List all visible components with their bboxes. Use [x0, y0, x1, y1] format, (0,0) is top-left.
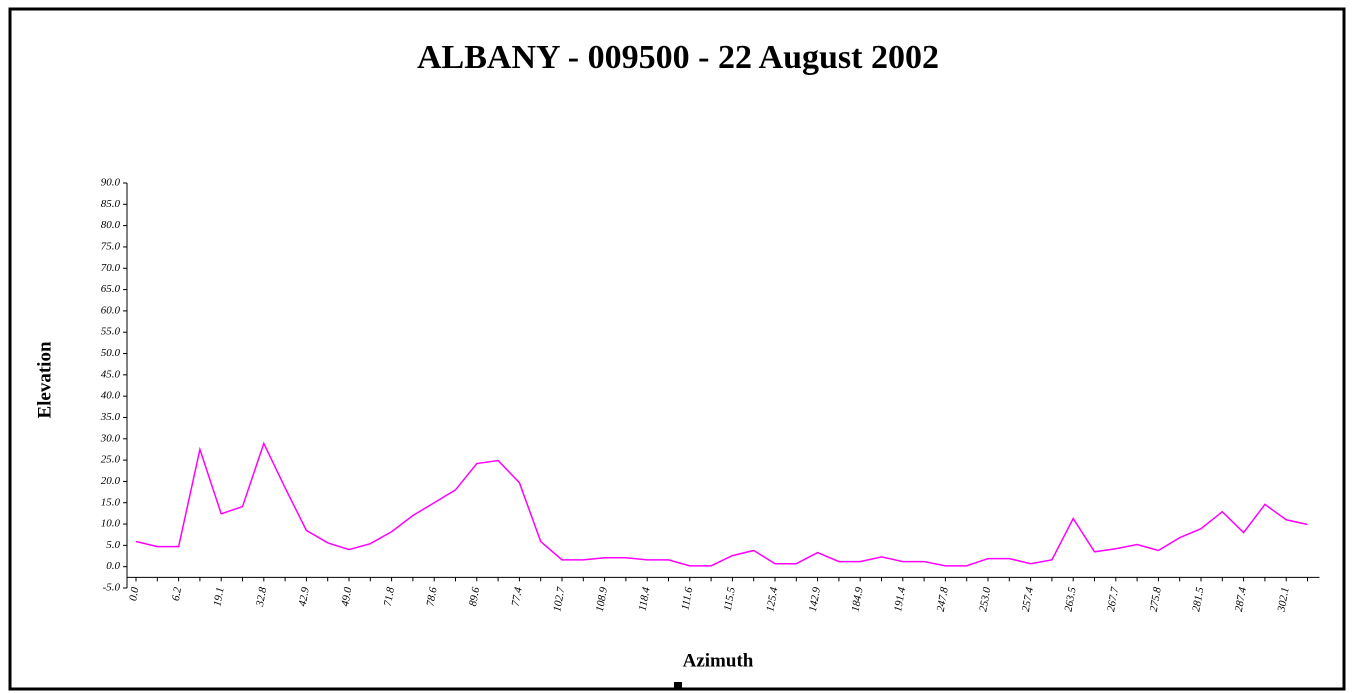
x-tick-label: 125.4 [764, 586, 780, 613]
y-tick-label: 75.0 [101, 240, 121, 252]
x-tick-label: 263.5 [1063, 586, 1079, 613]
y-tick-label: 70.0 [101, 262, 121, 274]
x-tick-label: 19.1 [211, 586, 226, 607]
y-tick-label: 40.0 [101, 390, 121, 402]
y-tick-label: 65.0 [101, 283, 121, 295]
x-tick-label: 115.5 [722, 586, 738, 612]
y-tick-label: -5.0 [103, 582, 121, 594]
y-tick-label: 80.0 [101, 219, 121, 231]
x-tick-label: 281.5 [1190, 586, 1206, 613]
x-tick-label: 191.4 [892, 586, 908, 613]
x-tick-label: 247.8 [935, 586, 951, 613]
y-tick-label: 5.0 [106, 539, 120, 551]
y-tick-label: 30.0 [100, 432, 121, 444]
x-tick-label: 275.8 [1148, 586, 1164, 613]
x-tick-label: 0.0 [127, 586, 141, 602]
x-tick-label: 118.4 [637, 586, 653, 612]
x-tick-label: 49.0 [339, 586, 354, 608]
x-tick-label: 184.9 [850, 586, 866, 613]
data-line [135, 441, 1308, 567]
x-tick-label: 6.2 [170, 586, 184, 602]
y-tick-label: 20.0 [101, 475, 121, 487]
x-tick-label: 142.9 [807, 586, 823, 613]
x-tick-label: 78.6 [424, 586, 439, 608]
chart-frame [8, 7, 1346, 691]
y-tick-label: 60.0 [101, 304, 121, 316]
y-tick-label: 25.0 [101, 454, 121, 466]
y-tick-label: 35.0 [100, 411, 121, 423]
x-tick-label: 102.7 [551, 586, 567, 613]
y-tick-label: 55.0 [101, 326, 121, 338]
y-tick-label: 45.0 [101, 368, 121, 380]
x-tick-label: 108.9 [594, 586, 610, 613]
x-tick-label: 302.1 [1275, 586, 1291, 613]
y-tick-label: 90.0 [101, 177, 121, 189]
x-tick-label: 253.0 [977, 586, 993, 613]
x-tick-label: 267.7 [1105, 586, 1121, 613]
x-tick-label: 32.8 [254, 586, 269, 609]
x-tick-label: 42.9 [297, 586, 312, 608]
x-tick-label: 111.6 [679, 586, 695, 611]
y-tick-label: 0.0 [106, 560, 120, 572]
x-tick-label: 89.6 [467, 586, 482, 608]
y-tick-label: 10.0 [101, 518, 121, 530]
chart-title: ALBANY - 009500 - 22 August 2002 [417, 39, 939, 76]
y-tick-label: 50.0 [101, 347, 121, 359]
x-tick-label: 287.4 [1233, 586, 1249, 613]
resize-handle [674, 682, 682, 690]
x-tick-label: 257.4 [1020, 586, 1036, 613]
x-tick-label: 77.4 [510, 586, 525, 608]
y-axis-title: Elevation [34, 341, 55, 418]
x-axis-title: Azimuth [683, 650, 754, 671]
x-tick-label: 71.8 [382, 586, 397, 608]
y-tick-label: 15.0 [101, 496, 121, 508]
y-tick-label: 85.0 [101, 198, 121, 210]
